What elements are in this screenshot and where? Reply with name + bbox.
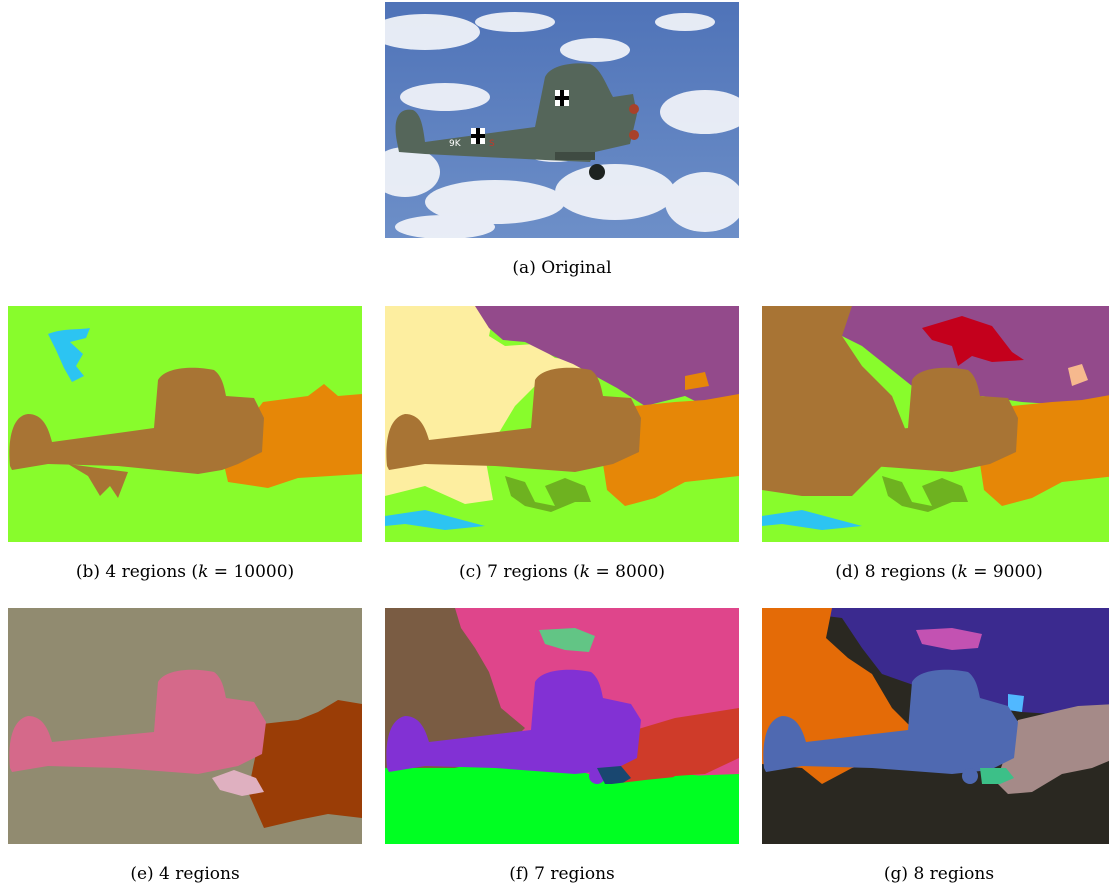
segmentation-c <box>385 306 739 542</box>
segmentation-f <box>385 608 739 844</box>
svg-text:S: S <box>489 139 495 149</box>
caption-b: (b) 4 regions (k = 10000) <box>75 562 295 582</box>
caption-a: (a) Original <box>512 258 612 278</box>
caption-f: (f) 7 regions <box>509 864 615 884</box>
segmentation-e <box>8 608 362 844</box>
segmentation-g <box>762 608 1109 844</box>
caption-e: (e) 4 regions <box>130 864 240 884</box>
caption-g: (g) 8 regions <box>883 864 995 884</box>
original-photo: 9K S <box>385 2 739 238</box>
segmentation-d <box>762 306 1109 542</box>
svg-text:9K: 9K <box>449 139 462 149</box>
caption-d: (d) 8 regions (k = 9000) <box>835 562 1043 582</box>
caption-c: (c) 7 regions (k = 8000) <box>458 562 666 582</box>
segmentation-b <box>8 306 362 542</box>
